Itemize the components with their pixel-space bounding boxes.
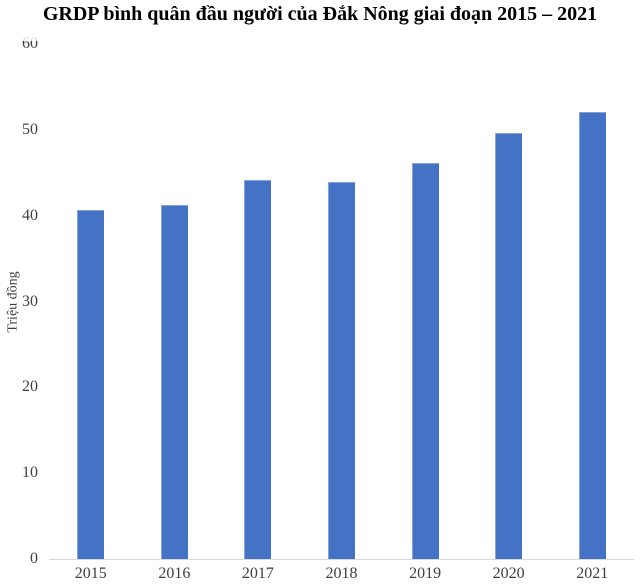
- y-tick-label-10: 10: [22, 464, 38, 482]
- bar-2017: [244, 179, 272, 559]
- x-tick-label-2016: 2016: [158, 565, 191, 582]
- y-tick-label-0: 0: [30, 550, 38, 567]
- bar-2019: [411, 162, 439, 559]
- y-tick-label-50: 50: [22, 121, 38, 139]
- bar-2018: [328, 181, 355, 559]
- bar-2021: [578, 112, 606, 559]
- chart-title: GRDP bình quân đầu người của Đắk Nông gi…: [42, 3, 598, 25]
- bar-2015: [77, 209, 105, 559]
- x-tick-label-2021: 2021: [576, 565, 609, 582]
- x-axis-line: [49, 559, 634, 560]
- bar-2016: [160, 204, 188, 559]
- x-tick-label-2020: 2020: [492, 565, 525, 582]
- bar-2020: [495, 132, 523, 559]
- y-tick-label-20: 20: [22, 378, 38, 396]
- x-tick-label-2018: 2018: [325, 565, 358, 582]
- y-tick-label-30: 30: [22, 292, 38, 310]
- x-tick-label-2019: 2019: [409, 565, 442, 582]
- y-tick-label-40: 40: [22, 206, 38, 224]
- x-tick-label-2015: 2015: [74, 565, 107, 582]
- x-tick-label-2017: 2017: [241, 565, 274, 582]
- title-overlap-mask: [17, 29, 47, 41]
